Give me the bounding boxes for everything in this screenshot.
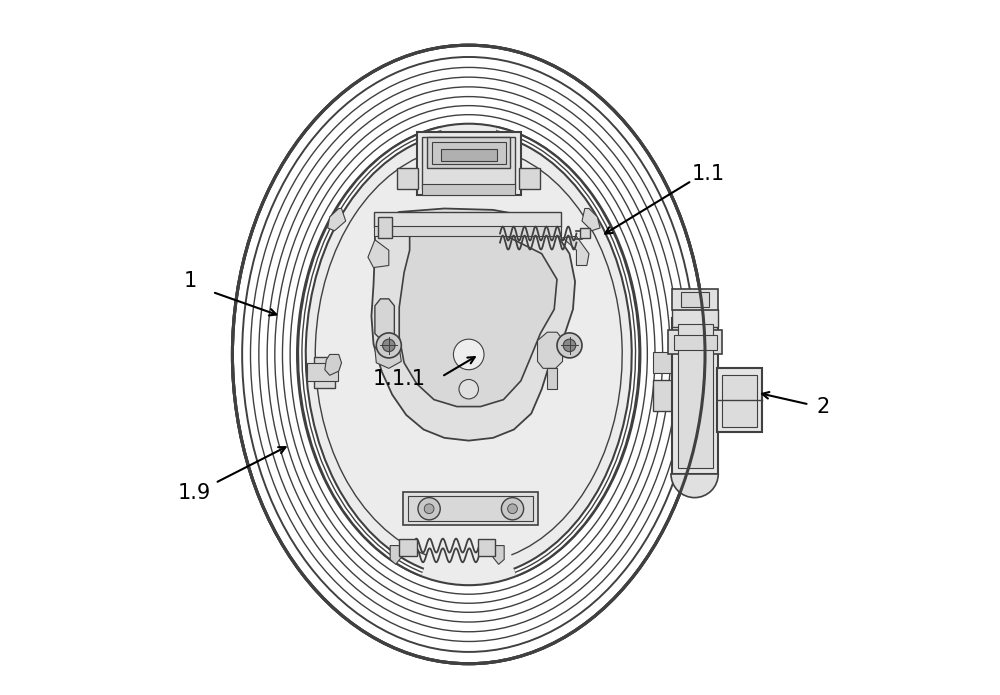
Bar: [378, 217, 392, 238]
Polygon shape: [371, 208, 575, 441]
Text: 2: 2: [817, 397, 830, 416]
Circle shape: [418, 498, 440, 520]
Polygon shape: [547, 368, 557, 389]
Text: 1.1: 1.1: [692, 164, 725, 183]
Bar: [422, 184, 515, 195]
Circle shape: [383, 339, 395, 352]
Polygon shape: [582, 208, 600, 231]
Circle shape: [453, 339, 484, 370]
Polygon shape: [325, 354, 342, 375]
Bar: [678, 324, 713, 468]
Bar: [427, 137, 510, 168]
Bar: [653, 352, 672, 373]
Circle shape: [459, 379, 478, 399]
Polygon shape: [399, 231, 557, 407]
Polygon shape: [328, 208, 346, 231]
Circle shape: [424, 504, 434, 514]
Bar: [397, 168, 418, 189]
Bar: [478, 539, 495, 556]
Bar: [374, 226, 561, 236]
Text: 1.1.1: 1.1.1: [373, 369, 426, 389]
Polygon shape: [390, 546, 401, 564]
Bar: [580, 228, 590, 238]
Bar: [653, 380, 675, 411]
Bar: [422, 137, 515, 189]
Bar: [668, 330, 722, 354]
Bar: [374, 212, 561, 227]
Bar: [672, 318, 718, 474]
Bar: [307, 363, 338, 381]
Text: 1: 1: [184, 272, 197, 291]
Bar: [441, 149, 497, 161]
Bar: [681, 292, 708, 307]
Polygon shape: [563, 236, 589, 265]
Bar: [432, 142, 506, 164]
Ellipse shape: [232, 45, 705, 664]
Polygon shape: [538, 332, 563, 368]
Text: 1.9: 1.9: [178, 484, 211, 503]
Polygon shape: [368, 240, 389, 268]
Circle shape: [376, 333, 401, 358]
Bar: [519, 168, 540, 189]
Polygon shape: [375, 339, 401, 368]
Bar: [399, 539, 417, 556]
Bar: [672, 309, 718, 327]
Bar: [403, 492, 538, 525]
Bar: [417, 132, 521, 195]
Bar: [674, 335, 717, 350]
Circle shape: [557, 333, 582, 358]
Ellipse shape: [297, 124, 640, 585]
Bar: [722, 375, 757, 427]
Circle shape: [508, 504, 517, 514]
Bar: [314, 357, 335, 388]
Wedge shape: [671, 474, 718, 498]
Polygon shape: [493, 546, 504, 564]
Circle shape: [501, 498, 524, 520]
Polygon shape: [375, 299, 394, 339]
Bar: [672, 289, 718, 310]
Bar: [408, 496, 533, 521]
Circle shape: [563, 339, 576, 352]
Bar: [717, 368, 762, 432]
